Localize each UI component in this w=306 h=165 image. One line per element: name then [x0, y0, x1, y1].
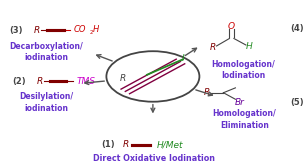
Text: Desilylation/
iodination: Desilylation/ iodination — [19, 92, 73, 113]
Text: R: R — [37, 77, 43, 86]
Text: H: H — [93, 25, 99, 34]
Text: H/Met: H/Met — [157, 140, 183, 149]
Text: R: R — [120, 74, 126, 83]
Text: R: R — [123, 140, 129, 149]
Text: Br: Br — [235, 98, 245, 107]
Text: R: R — [210, 43, 216, 52]
Text: (5): (5) — [290, 98, 304, 107]
Text: (3): (3) — [9, 26, 23, 34]
Text: CO: CO — [74, 25, 87, 34]
Text: (1): (1) — [101, 140, 115, 149]
Text: 2: 2 — [89, 31, 93, 35]
Text: Decarboxylation/
iodination: Decarboxylation/ iodination — [9, 42, 83, 62]
Text: (2): (2) — [13, 77, 26, 86]
Text: R: R — [204, 88, 210, 97]
Text: Direct Oxidative Iodination: Direct Oxidative Iodination — [93, 154, 215, 163]
Text: R: R — [34, 26, 40, 34]
Text: I: I — [181, 54, 184, 63]
Text: H: H — [246, 42, 253, 51]
Text: Homologation/
Iodination: Homologation/ Iodination — [211, 60, 275, 80]
Text: Homologation/
Elimination: Homologation/ Elimination — [213, 109, 276, 130]
Text: TMS: TMS — [77, 77, 96, 86]
Text: (4): (4) — [290, 24, 304, 33]
Text: O: O — [228, 22, 235, 31]
